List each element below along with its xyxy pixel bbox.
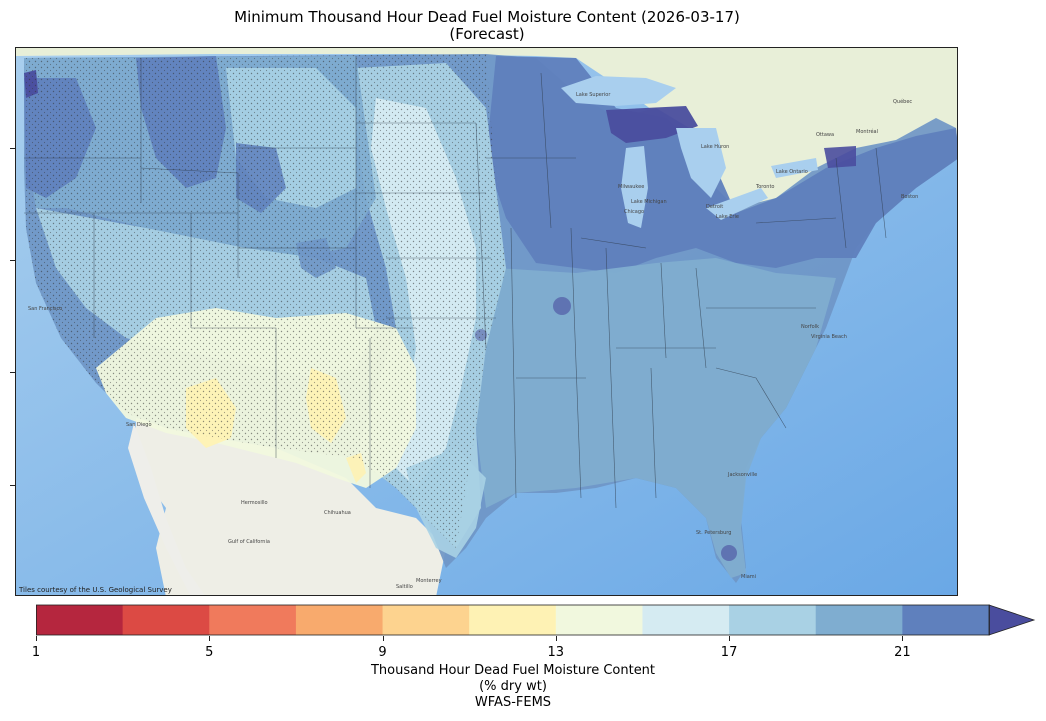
colorbar-tick-mark <box>902 636 904 641</box>
map-label-lake-superior: Lake Superior <box>576 92 611 98</box>
colorbar-bin <box>122 605 210 635</box>
colorbar-bin <box>729 605 817 635</box>
colorbar-tick-label: 1 <box>31 645 41 660</box>
map-label-st-petersburg: St. Petersburg <box>696 530 731 536</box>
lake-superior <box>561 76 676 106</box>
colorbar-source: WFAS-FEMS <box>474 695 552 710</box>
extend-missouri <box>553 297 571 315</box>
colorbar-tick-mark <box>209 636 211 641</box>
extend-michigan-up <box>606 106 698 143</box>
tile-attribution: Tiles courtesy of the U.S. Geological Su… <box>19 586 172 594</box>
map-label-jacksonville: Jacksonville <box>727 472 757 478</box>
map-label-hermosillo: Hermosillo <box>241 500 268 506</box>
lake-ontario <box>771 158 818 178</box>
y-tick-mark <box>10 485 15 486</box>
lake-huron <box>676 128 726 198</box>
colorbar <box>36 604 1036 636</box>
map-label-virginia-beach: Virginia Beach <box>811 334 847 340</box>
baja-land <box>128 423 205 595</box>
colorbar-tick-mark <box>36 636 37 641</box>
colorbar-bin <box>469 605 557 635</box>
extend-new-york <box>824 146 856 168</box>
mexico-land <box>136 418 446 595</box>
map-label-ottawa: Ottawa <box>816 132 834 138</box>
map-label-detroit: Detroit <box>706 204 723 210</box>
map-label-lake-ontario: Lake Ontario <box>776 169 808 175</box>
map-label-montreal: Montréal <box>856 128 878 135</box>
colorbar-tick-mark <box>729 636 731 641</box>
map-label-quebec: Québec <box>893 98 912 105</box>
map-label-norfolk: Norfolk <box>801 324 819 330</box>
colorbar-units: (% dry wt) <box>479 679 547 694</box>
map-label-gulf-california: Gulf of California <box>228 539 270 545</box>
lake-erie <box>706 188 768 220</box>
map-label-boston: Boston <box>901 194 918 200</box>
colorbar-bin <box>902 605 990 635</box>
zone-19-southeast <box>476 258 836 578</box>
chart-subtitle: (Forecast) <box>449 25 525 43</box>
y-tick-mark <box>10 148 15 149</box>
colorbar-bin <box>642 605 730 635</box>
map-label-saltillo: Saltillo <box>396 584 413 590</box>
map-label-lake-michigan: Lake Michigan <box>631 199 667 205</box>
lake-michigan <box>621 146 648 228</box>
map-label-monterrey: Monterrey <box>416 578 442 584</box>
map-panel[interactable]: Lake Superior Lake Huron Lake Michigan L… <box>15 47 958 596</box>
colorbar-tick-label: 13 <box>547 645 565 660</box>
extend-florida <box>721 545 737 561</box>
map-label-san-francisco: San Francisco <box>28 306 62 312</box>
map-label-chihuahua: Chihuahua <box>324 510 351 516</box>
colorbar-bin <box>209 605 297 635</box>
chart-title: Minimum Thousand Hour Dead Fuel Moisture… <box>234 8 740 26</box>
y-tick-mark <box>10 372 15 373</box>
map-label-san-diego: San Diego <box>126 422 152 428</box>
colorbar-tick-mark <box>382 636 384 641</box>
map-label-toronto: Toronto <box>755 184 774 190</box>
state-boundaries <box>24 56 887 509</box>
colorbar-bin <box>36 605 124 635</box>
colorbar-tick-mark <box>555 636 557 641</box>
colorbar-bin <box>295 605 384 635</box>
map-label-lake-huron: Lake Huron <box>701 144 729 150</box>
map-label-lake-erie: Lake Erie <box>716 214 739 220</box>
colorbar-outline <box>36 604 990 636</box>
map-label-chicago: Chicago <box>624 209 644 215</box>
map-label-milwaukee: Milwaukee <box>618 184 644 190</box>
fuel-moisture-map: Lake Superior Lake Huron Lake Michigan L… <box>16 48 957 595</box>
colorbar-extend-arrow <box>988 604 1036 636</box>
y-tick-mark <box>10 260 15 261</box>
colorbar-tick-label: 21 <box>894 645 911 660</box>
colorbar-bin <box>815 605 903 635</box>
colorbar-label: Thousand Hour Dead Fuel Moisture Content <box>370 663 656 678</box>
colorbar-tick-label: 5 <box>205 645 214 660</box>
colorbar-bin <box>382 605 470 635</box>
zone-21-east <box>486 56 957 273</box>
colorbar-tick-label: 9 <box>378 645 387 660</box>
map-label-miami: Miami <box>741 574 756 580</box>
colorbar-bin <box>555 605 643 635</box>
stipple-west <box>24 54 506 548</box>
colorbar-tick-label: 17 <box>720 645 738 660</box>
